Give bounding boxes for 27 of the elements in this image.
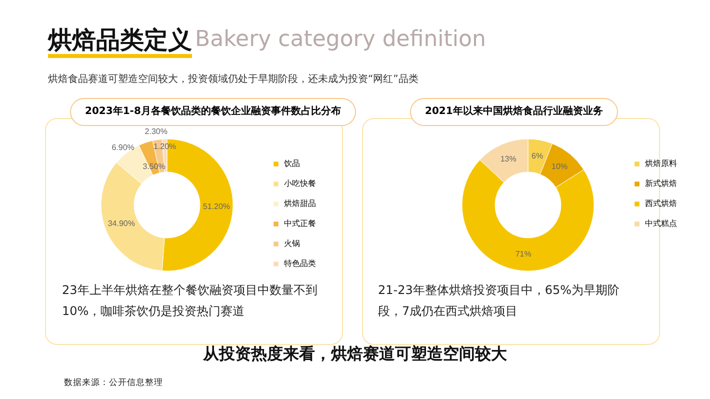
legend-label: 火锅 (284, 239, 300, 248)
data-label: 6% (531, 151, 544, 160)
data-label: 34.90% (108, 219, 135, 228)
legend-label: 烘焙原料 (645, 159, 677, 168)
legend-label: 西式烘焙 (645, 199, 677, 208)
data-label: 71% (515, 249, 532, 258)
text: 烘焙品类定义 (48, 26, 192, 58)
legend-label: 新式烘焙 (645, 179, 677, 188)
text: 21-23年整体烘焙投资项目中，65%为早期阶段，7成仍在西式烘焙项目 (378, 282, 621, 320)
legend-label: 烘焙甜品 (284, 199, 316, 208)
data-label: 6.90% (112, 142, 134, 152)
data-label: 13% (500, 154, 516, 164)
legend-label: 小吃快餐 (284, 179, 316, 188)
legend-label: 饮品 (283, 159, 300, 168)
text: 烘焙食品赛道可塑造空间较大，投资领域仍处于早期阶段，还未成为投资“网红”品类 (48, 72, 418, 86)
source-note: 数据来源：公开信息整理 (64, 377, 163, 389)
text: 从投资热度来看，烘焙赛道可塑造空间较大 (202, 344, 508, 365)
legend-label: 中式正餐 (284, 219, 316, 228)
legend-label: 特色品类 (284, 259, 316, 268)
chart-title: 2023年1-8月各餐饮品类的餐饮企业融资事件数占比分布 (70, 98, 356, 126)
text: 23年上半年烘焙在整个餐饮融资项目中数量不到10%，咖啡茶饮仍是投资热门赛道 (62, 282, 318, 320)
data-label: 10% (552, 162, 568, 171)
data-label: 51.20% (202, 202, 230, 211)
chart-title: 2021年以来中国烘焙食品行业融资业务 (410, 98, 618, 126)
data-label: 2.30% (144, 126, 168, 136)
legend-label: 中式糕点 (645, 219, 677, 228)
text: Bakery category definition (195, 27, 486, 52)
